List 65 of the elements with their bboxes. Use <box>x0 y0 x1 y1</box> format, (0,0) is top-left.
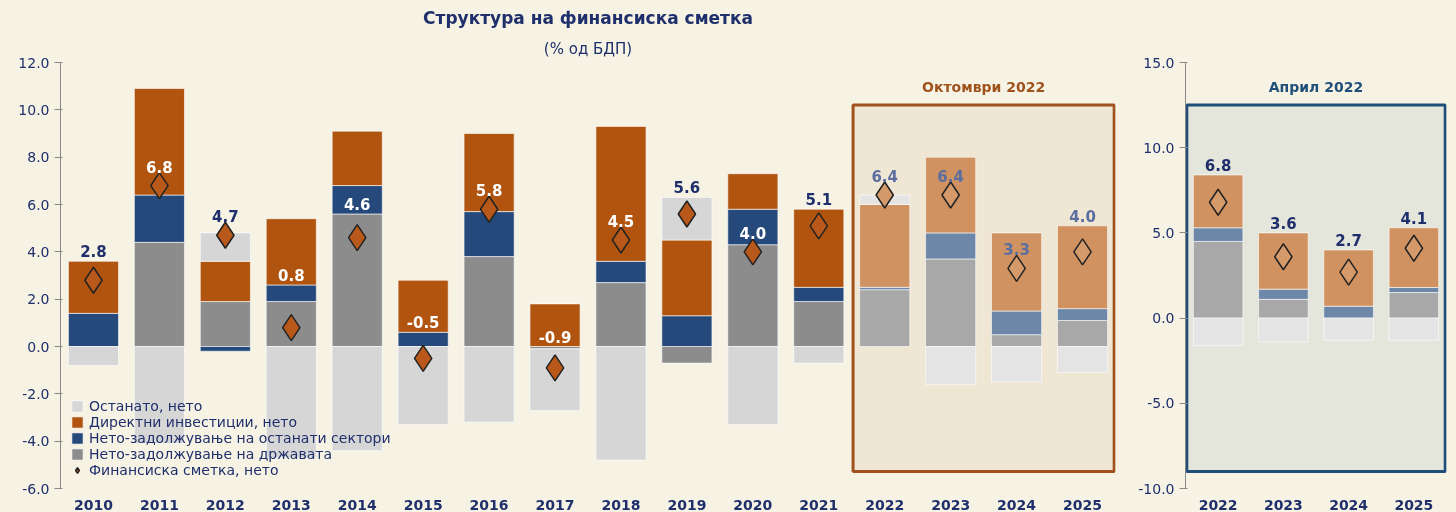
y-tick-label: 2.0 <box>27 291 50 308</box>
x-tick-label: 2015 <box>403 496 443 512</box>
data-label: 4.5 <box>607 213 635 231</box>
chart-subtitle: (% од БДП) <box>543 39 633 58</box>
band-label: Април 2022 <box>1268 79 1364 96</box>
y-tick-label: 4.0 <box>27 243 50 260</box>
x-tick-label: 2022 <box>865 496 905 512</box>
data-label: 0.8 <box>278 266 305 285</box>
x-tick-label: 2019 <box>667 496 707 512</box>
x-tick-label: 2024 <box>1329 496 1369 512</box>
y-tick-label: 10.0 <box>18 101 50 118</box>
data-label: 3.6 <box>1270 214 1297 233</box>
x-tick-label: 2023 <box>931 496 971 512</box>
x-tick-label: 2012 <box>205 496 245 512</box>
data-label: 3.3 <box>1003 241 1030 260</box>
x-tick-label: 2020 <box>733 496 773 512</box>
y-tick-label: 0.0 <box>27 338 50 355</box>
data-label: 6.4 <box>871 168 899 187</box>
x-tick-label: 2024 <box>997 496 1037 512</box>
x-tick-label: 2023 <box>1263 496 1303 512</box>
legend-label: Директни инвестиции, нето <box>89 414 298 430</box>
y-tick-label: 10.0 <box>1143 139 1175 156</box>
data-label: 2.8 <box>80 243 107 262</box>
x-tick-label: 2018 <box>601 496 641 512</box>
data-label: 5.8 <box>475 182 503 201</box>
legend-label: Финансиска сметка, нето <box>89 462 279 478</box>
y-tick-label: -10.0 <box>1138 480 1175 497</box>
chart-title: Структура на финансиска сметка <box>423 7 753 28</box>
data-label: 4.1 <box>1400 209 1428 228</box>
data-label: 4.0 <box>1069 207 1096 226</box>
x-tick-label: 2017 <box>535 496 575 512</box>
legend-label: Нето-задолжување на останати сектори <box>89 430 391 446</box>
x-tick-label: 2016 <box>469 496 509 512</box>
y-tick-label: -6.0 <box>22 480 50 497</box>
data-label: 4.7 <box>212 208 239 227</box>
x-tick-label: 2021 <box>799 496 839 512</box>
y-tick-label: 5.0 <box>1152 224 1175 241</box>
data-label: 6.8 <box>1204 156 1232 175</box>
y-tick-label: 0.0 <box>1152 310 1175 327</box>
y-tick-label: 12.0 <box>18 54 50 71</box>
data-label: 2.7 <box>1335 231 1362 250</box>
legend-label: Останато, нето <box>89 398 203 414</box>
data-label: 6.4 <box>937 168 964 187</box>
data-label: 5.1 <box>805 191 833 210</box>
data-label: 6.8 <box>146 158 173 177</box>
band-label: Октомври 2022 <box>922 79 1046 96</box>
x-tick-label: 2010 <box>73 496 114 512</box>
y-tick-label: 15.0 <box>1143 54 1175 71</box>
x-tick-label: 2025 <box>1394 496 1434 512</box>
data-label: 4.6 <box>343 195 371 214</box>
x-tick-label: 2014 <box>337 496 377 512</box>
data-label: 5.6 <box>673 179 701 198</box>
y-tick-label: -5.0 <box>1147 395 1175 412</box>
x-tick-label: 2011 <box>139 496 179 512</box>
data-label: 4.0 <box>739 224 767 243</box>
x-tick-label: 2013 <box>271 496 311 512</box>
y-tick-label: -2.0 <box>22 385 50 402</box>
y-tick-label: 6.0 <box>27 196 50 213</box>
y-tick-label: 8.0 <box>27 149 50 166</box>
legend-label: Нето-задолжување на државата <box>89 446 333 462</box>
y-tick-label: -4.0 <box>22 433 50 450</box>
x-tick-label: 2022 <box>1198 496 1238 512</box>
data-label: -0.9 <box>538 328 572 347</box>
x-tick-label: 2025 <box>1063 496 1103 512</box>
data-label: -0.5 <box>406 314 440 333</box>
